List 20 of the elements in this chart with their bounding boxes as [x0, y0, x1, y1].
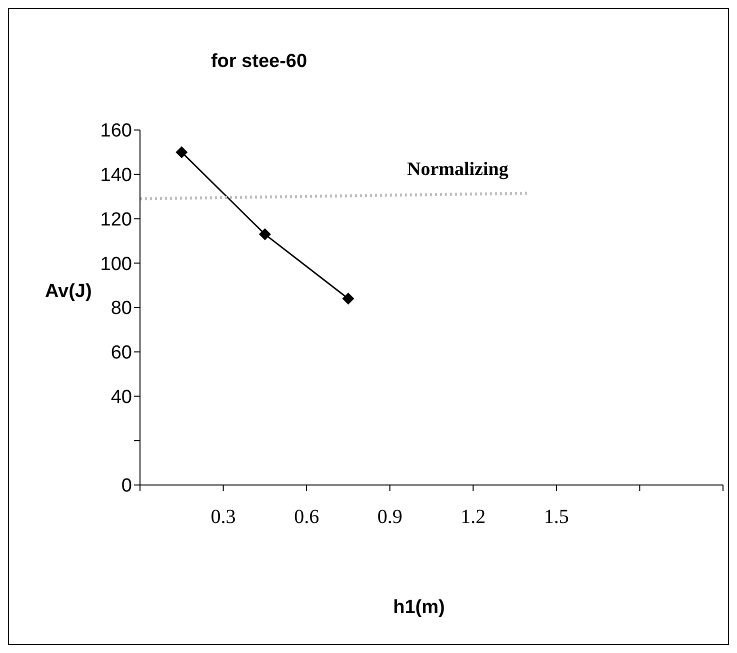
y-tick-label: 80: [110, 298, 132, 320]
y-tick-label: 60: [110, 342, 132, 364]
annotation: Normalizing: [407, 159, 508, 181]
y-tick-label: 100: [100, 254, 132, 275]
y-tick-label: 160: [100, 120, 132, 142]
y-tick-label: 0: [121, 476, 132, 497]
x-tick-label: 1.5: [544, 506, 569, 528]
y-tick-label: 120: [100, 209, 132, 230]
x-tick-label: 0.9: [377, 506, 402, 528]
x-axis-title: h1(m): [392, 597, 446, 619]
y-tick-label: 140: [100, 165, 132, 186]
point: [176, 146, 188, 158]
point: [258, 228, 271, 240]
y-axis-title: Av(J): [45, 281, 92, 303]
x-tick-label: 1.2: [460, 506, 486, 528]
x-tick-label: 0.3: [210, 506, 236, 528]
y-tick-label: 40: [110, 386, 132, 408]
x-tick-label: 0.6: [294, 506, 320, 528]
point: [342, 292, 354, 305]
chart-title: for stee-60: [210, 51, 308, 73]
